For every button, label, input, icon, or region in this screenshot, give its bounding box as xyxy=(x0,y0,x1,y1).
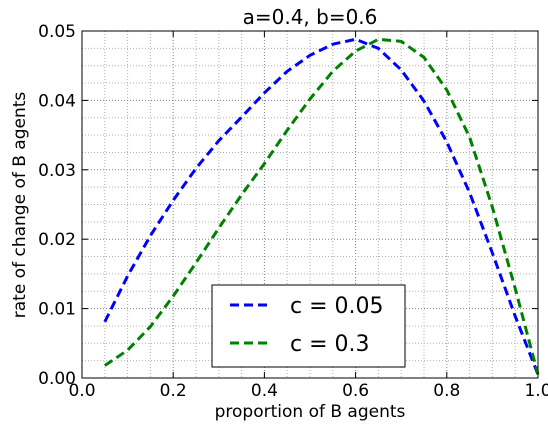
x-tick-label: 1.0 xyxy=(524,381,548,401)
legend-label-c-03: c = 0.3 xyxy=(290,332,370,357)
x-tick-label: 0.2 xyxy=(160,381,187,401)
x-axis-label: proportion of B agents xyxy=(215,402,406,422)
legend-box xyxy=(211,284,406,368)
y-tick-label: 0.05 xyxy=(38,22,76,42)
legend-label-c-005: c = 0.05 xyxy=(290,294,384,319)
x-tick-label: 0.4 xyxy=(251,381,278,401)
series-layer xyxy=(103,37,540,376)
x-tick-label: 0.8 xyxy=(433,381,460,401)
y-axis-label: rate of change of B agents xyxy=(10,92,30,319)
x-tick-label: 0.0 xyxy=(68,381,95,401)
series-line-1 xyxy=(103,37,540,375)
legend: c = 0.05 c = 0.3 xyxy=(211,284,406,368)
x-tick-label: 0.6 xyxy=(342,381,369,401)
chart-title: a=0.4, b=0.6 xyxy=(243,5,378,29)
y-tick-label: 0.02 xyxy=(38,230,76,250)
y-tick-label: 0.01 xyxy=(38,300,76,320)
y-tick-label: 0.03 xyxy=(38,161,76,181)
series-line-0 xyxy=(103,37,540,376)
y-tick-label: 0.04 xyxy=(38,91,76,111)
plot-frame xyxy=(81,30,539,379)
y-tick-label: 0.00 xyxy=(38,369,76,389)
tick-layer: 0.0 0.2 0.4 0.6 0.8 1.0 0.00 0.01 0.02 0.03 0.04 0.… xyxy=(38,22,548,401)
